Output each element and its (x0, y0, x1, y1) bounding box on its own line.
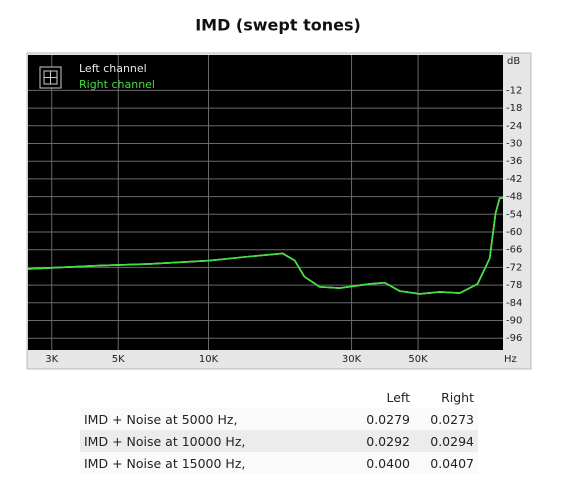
y-tick-label: -72 (506, 262, 522, 273)
table-corner (80, 386, 350, 408)
y-tick-label: -24 (506, 121, 522, 132)
y-tick-label: -48 (506, 192, 522, 203)
table-row: IMD + Noise at 5000 Hz, 0.0279 0.0273 (80, 408, 478, 430)
x-tick-label: 50K (408, 354, 428, 365)
table-value: 0.0273 (430, 411, 474, 427)
y-tick-label: -90 (506, 316, 522, 327)
x-tick-label: 5K (112, 354, 125, 365)
legend-label: Left channel (79, 62, 147, 75)
y-tick-label: -18 (506, 103, 522, 114)
table-value: 0.0279 (366, 411, 410, 427)
y-tick-label: -12 (506, 85, 522, 96)
y-tick-label: -42 (506, 174, 522, 185)
results-table: Left Right IMD + Noise at 5000 Hz, 0.0279 0… (80, 386, 478, 474)
chart-title: IMD (swept tones) (195, 16, 361, 35)
table-header: Left (386, 389, 410, 405)
y-tick-label: -36 (506, 156, 522, 167)
table-row: IMD + Noise at 10000 Hz, 0.0292 0.0294 (80, 430, 478, 452)
chart: IMD (swept tones) dB Hz -12 -18 -24 -30 -36 -… (26, 16, 532, 370)
table-label: IMD + Noise at 5000 Hz, (84, 411, 238, 427)
x-tick-label: 10K (199, 354, 219, 365)
x-tick-label: 3K (45, 354, 58, 365)
y-unit: dB (507, 56, 520, 67)
table-header: Right (441, 389, 474, 405)
y-tick-label: -96 (506, 333, 522, 344)
legend-icon-grid (43, 70, 58, 85)
y-tick-label: -84 (506, 298, 522, 309)
series-line (27, 197, 503, 295)
table-row: IMD + Noise at 15000 Hz, 0.0400 0.0407 (80, 452, 478, 474)
table-value: 0.0400 (366, 455, 410, 471)
y-tick-label: -54 (506, 209, 522, 220)
y-tick-label: -78 (506, 280, 522, 291)
x-tick-label: 30K (342, 354, 362, 365)
plot-area (28, 55, 503, 350)
table-label: IMD + Noise at 10000 Hz, (84, 433, 246, 449)
table-value: 0.0407 (430, 455, 474, 471)
y-tick-label: -66 (506, 245, 522, 256)
legend-label: Right channel (79, 78, 155, 91)
y-tick-label: -30 (506, 139, 522, 150)
table-value: 0.0294 (430, 433, 474, 449)
table-label: IMD + Noise at 15000 Hz, (84, 455, 246, 471)
x-unit: Hz (504, 354, 517, 365)
table-value: 0.0292 (366, 433, 410, 449)
y-tick-label: -60 (506, 227, 522, 238)
